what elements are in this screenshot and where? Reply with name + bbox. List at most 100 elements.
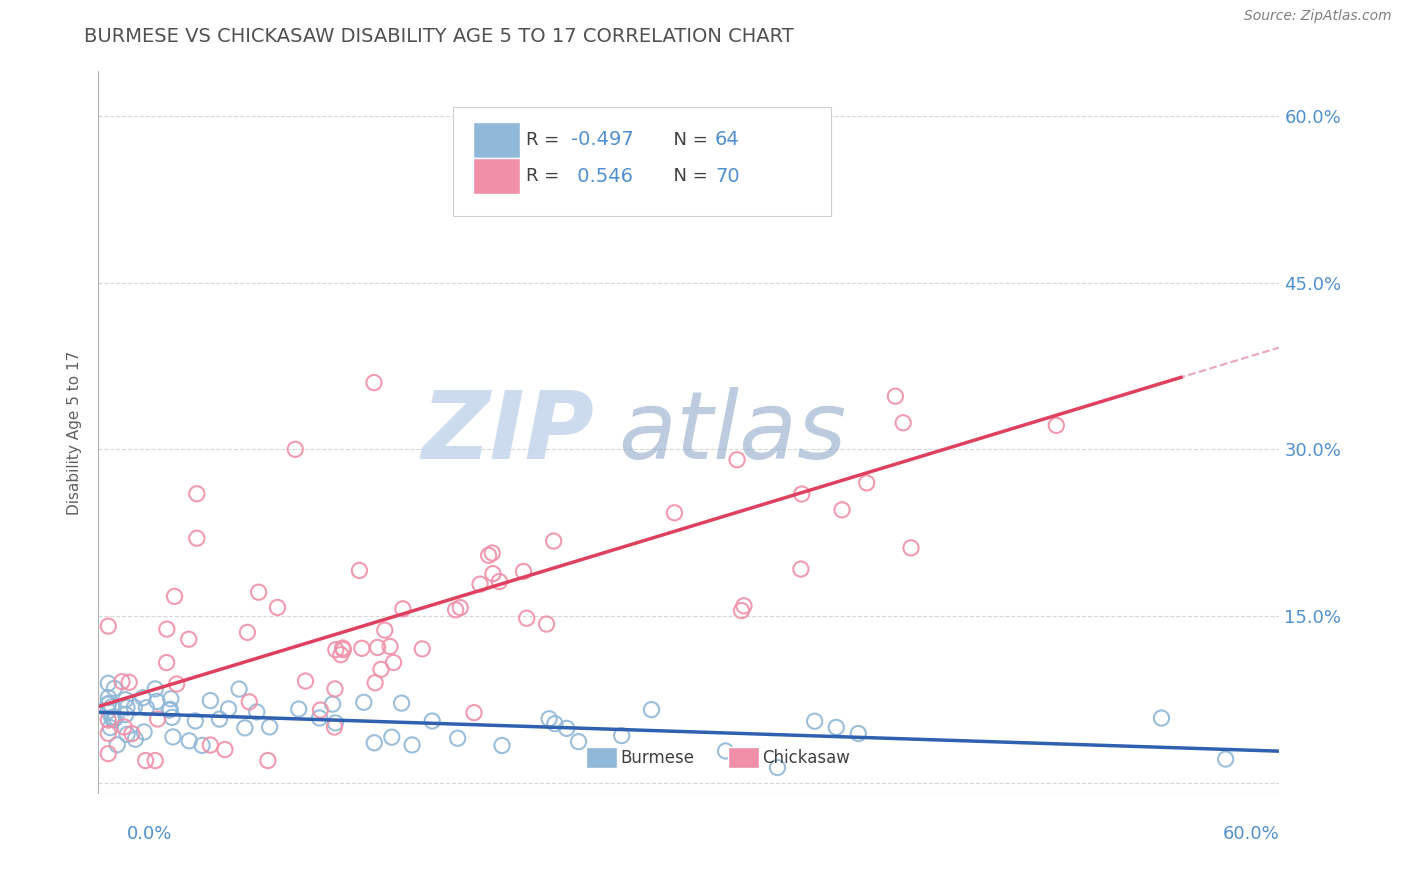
- Point: [160, 710, 183, 724]
- Point: [157, 703, 180, 717]
- Point: [364, 675, 387, 690]
- Point: [214, 742, 236, 756]
- Point: [294, 673, 316, 688]
- Point: [367, 640, 389, 655]
- Text: ZIP: ZIP: [422, 386, 595, 479]
- Point: [233, 721, 256, 735]
- Point: [714, 744, 737, 758]
- Point: [350, 641, 373, 656]
- Point: [124, 732, 146, 747]
- FancyBboxPatch shape: [472, 122, 520, 158]
- Point: [610, 729, 633, 743]
- Point: [411, 641, 433, 656]
- Point: [482, 566, 505, 581]
- Point: [100, 710, 122, 724]
- Point: [159, 691, 181, 706]
- Point: [567, 734, 589, 748]
- Point: [97, 697, 120, 711]
- Point: [159, 702, 181, 716]
- Point: [831, 503, 853, 517]
- Point: [247, 585, 270, 599]
- Point: [640, 703, 662, 717]
- Text: N =: N =: [662, 131, 713, 149]
- Text: R =: R =: [526, 131, 565, 149]
- Point: [103, 712, 125, 726]
- Point: [97, 690, 120, 705]
- Point: [363, 736, 385, 750]
- Point: [118, 675, 141, 690]
- Point: [392, 602, 415, 616]
- Text: Chickasaw: Chickasaw: [762, 748, 851, 767]
- Point: [104, 710, 127, 724]
- Point: [208, 712, 231, 726]
- Point: [186, 487, 208, 501]
- Point: [420, 714, 443, 728]
- Point: [725, 452, 748, 467]
- Point: [177, 632, 200, 647]
- Point: [1215, 752, 1237, 766]
- Point: [382, 656, 405, 670]
- Point: [323, 681, 346, 696]
- Point: [449, 600, 471, 615]
- Point: [228, 682, 250, 697]
- Point: [114, 707, 136, 722]
- Point: [143, 754, 166, 768]
- Point: [97, 676, 120, 690]
- Point: [664, 506, 686, 520]
- Point: [121, 726, 143, 740]
- Point: [266, 600, 288, 615]
- FancyBboxPatch shape: [728, 747, 759, 768]
- Point: [1045, 418, 1067, 433]
- Point: [803, 714, 825, 729]
- Point: [200, 693, 222, 707]
- Point: [191, 739, 214, 753]
- Text: 0.546: 0.546: [571, 167, 633, 186]
- Point: [325, 642, 347, 657]
- Point: [97, 747, 120, 761]
- Point: [325, 715, 347, 730]
- Point: [132, 725, 155, 739]
- Point: [353, 695, 375, 709]
- Point: [846, 726, 869, 740]
- Point: [790, 487, 813, 501]
- Text: N =: N =: [662, 167, 713, 186]
- Point: [891, 416, 914, 430]
- Point: [97, 704, 120, 718]
- Point: [481, 546, 503, 560]
- Point: [146, 712, 169, 726]
- Point: [349, 564, 371, 578]
- Point: [378, 640, 401, 654]
- Point: [374, 623, 396, 637]
- Point: [796, 164, 818, 178]
- FancyBboxPatch shape: [586, 747, 617, 768]
- Text: 0.0%: 0.0%: [127, 825, 172, 843]
- Point: [98, 721, 121, 735]
- Point: [218, 702, 240, 716]
- Point: [309, 703, 332, 717]
- Point: [114, 692, 136, 706]
- Point: [332, 640, 354, 655]
- Point: [111, 674, 134, 689]
- Point: [166, 677, 188, 691]
- Point: [900, 541, 922, 555]
- Point: [105, 738, 128, 752]
- Point: [308, 711, 330, 725]
- Point: [103, 681, 125, 696]
- Point: [323, 720, 346, 734]
- Point: [156, 656, 179, 670]
- Point: [186, 531, 208, 545]
- Point: [97, 698, 120, 712]
- Point: [135, 700, 157, 714]
- Text: 64: 64: [714, 130, 740, 150]
- Point: [97, 619, 120, 633]
- Point: [162, 730, 184, 744]
- Point: [401, 738, 423, 752]
- Text: BURMESE VS CHICKASAW DISABILITY AGE 5 TO 17 CORRELATION CHART: BURMESE VS CHICKASAW DISABILITY AGE 5 TO…: [84, 27, 794, 45]
- Text: 60.0%: 60.0%: [1223, 825, 1279, 843]
- Point: [112, 720, 135, 734]
- Point: [132, 690, 155, 705]
- Point: [855, 475, 877, 490]
- Point: [236, 625, 259, 640]
- Point: [184, 714, 207, 728]
- Point: [733, 599, 755, 613]
